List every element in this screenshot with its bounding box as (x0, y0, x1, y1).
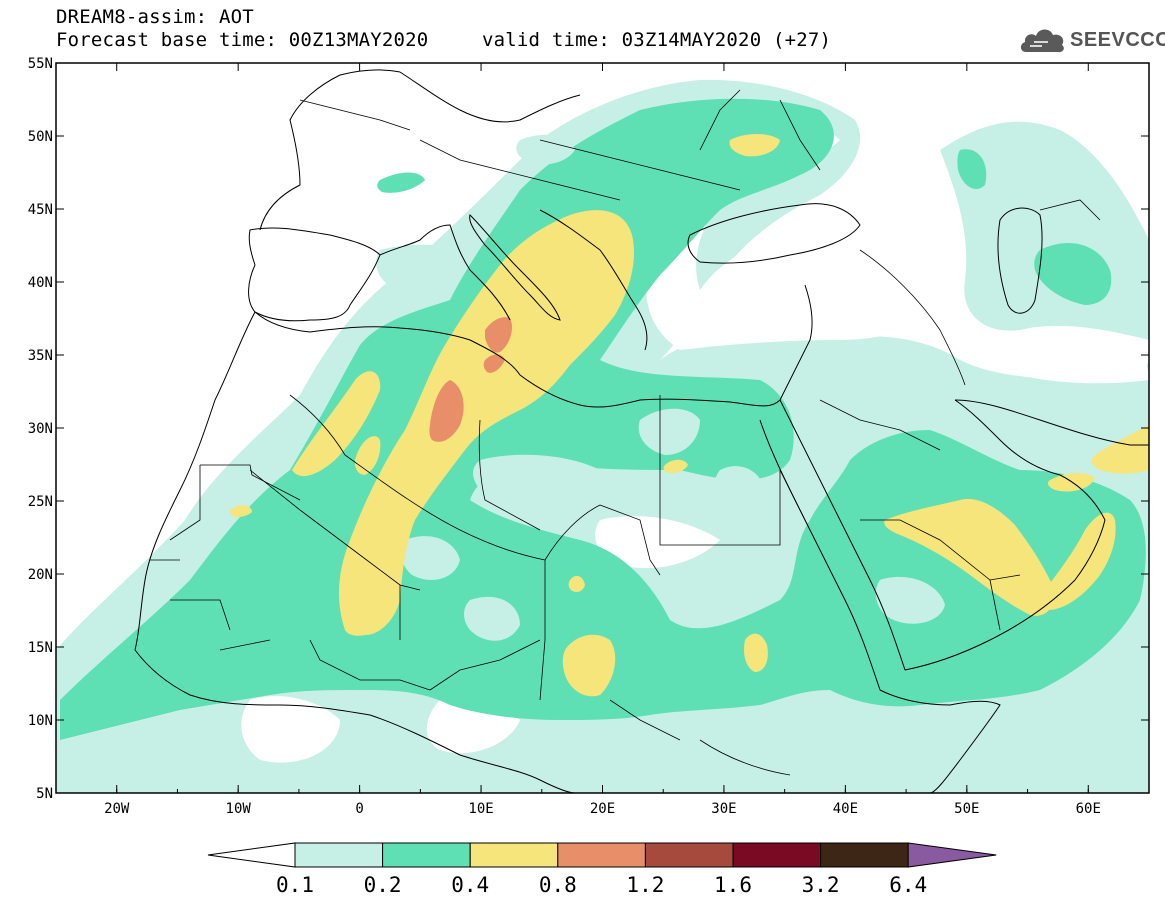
colorbar-label: 0.1 (276, 873, 314, 897)
product-title: DREAM8-assim: AOT (56, 6, 254, 28)
aot-band-0.4 (230, 134, 1149, 697)
colorbar: 0.1 0.2 0.4 0.8 1.2 1.6 3.2 6.4 (207, 842, 997, 897)
cloud-logo-icon (1020, 29, 1064, 53)
lon-tick-label: 20E (590, 801, 615, 817)
lat-tick-label: 10N (28, 713, 53, 729)
lon-tick-label: 60E (1076, 801, 1101, 817)
lat-tick-label: 25N (28, 494, 53, 510)
colorbar-box (469, 842, 559, 868)
colorbar-box (557, 842, 646, 868)
lon-tick-label: 50E (954, 801, 979, 817)
lat-tick-label: 55N (28, 56, 53, 72)
coastlines-and-borders (134, 69, 1149, 793)
valid-time-label: valid time: 03Z14MAY2020 (+27) (482, 29, 832, 51)
colorbar-box (820, 842, 909, 868)
lon-tick-label: 20W (104, 801, 130, 817)
colorbar-under-arrow (207, 842, 296, 868)
colorbar-label: 6.4 (889, 873, 927, 897)
political-borders (150, 89, 1101, 776)
base-time-label: Forecast base time: 00Z13MAY2020 (56, 29, 429, 51)
colorbar-label: 0.2 (364, 873, 402, 897)
lat-tick-label: 20N (28, 567, 53, 583)
colorbar-label: 1.6 (714, 873, 752, 897)
lat-tick-label: 5N (36, 786, 53, 802)
colorbar-label: 0.8 (539, 873, 577, 897)
brand-logo: SEEVCCC (1018, 24, 1165, 58)
lat-tick-label: 45N (28, 202, 53, 218)
forecast-times: Forecast base time: 00Z13MAY2020 valid ti… (56, 29, 831, 51)
longitude-axis: 20W 10W 0 10E 20E 30E 40E 50E 60E (55, 63, 1150, 817)
lon-tick-label: 0 (355, 801, 363, 817)
aot-band-0.2 (60, 98, 1146, 740)
colorbar-box (644, 842, 734, 868)
colorbar-box (294, 842, 384, 868)
aot-shading (56, 79, 1149, 793)
colorbar-box (732, 842, 822, 868)
brand-name: SEEVCCC (1070, 29, 1165, 51)
lat-tick-label: 35N (28, 348, 53, 364)
colorbar-label: 1.2 (626, 873, 664, 897)
lon-tick-label: 10E (468, 801, 493, 817)
lon-tick-label: 30E (711, 801, 736, 817)
lat-tick-label: 50N (28, 129, 53, 145)
lon-tick-label: 10W (226, 801, 252, 817)
lat-tick-label: 30N (28, 421, 53, 437)
colorbar-box (382, 842, 471, 868)
lon-tick-label: 40E (833, 801, 858, 817)
lat-tick-label: 40N (28, 275, 53, 291)
aot-band-0.1-inner (400, 134, 945, 641)
colorbar-label: 3.2 (802, 873, 840, 897)
aot-band-0.8 (429, 317, 512, 442)
lat-tick-label: 15N (28, 640, 53, 656)
colorbar-label: 0.4 (451, 873, 489, 897)
colorbar-over-arrow (907, 842, 997, 868)
latitude-axis: 55N 50N 45N 40N 35N 30N 25N 20N 15N 10N 5N (28, 56, 1149, 802)
